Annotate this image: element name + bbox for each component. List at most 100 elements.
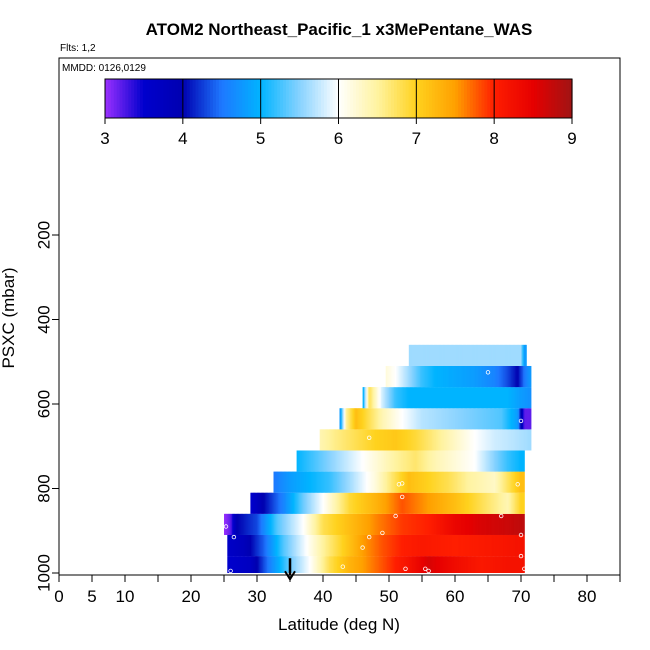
band-cell [464,408,467,430]
band-cell [244,534,247,557]
band-cell [302,471,305,493]
band-cell [390,429,393,451]
band-cell [382,450,384,472]
band-cell [450,492,453,514]
plot-frame [58,57,621,576]
colorbar-swatch [391,79,395,118]
band-cell [515,429,517,451]
band-cell [497,534,500,557]
band-cell [441,365,443,388]
band-cell [414,534,417,557]
band-cell [433,387,436,409]
band-cell [358,450,361,472]
band-cell [416,492,419,514]
band-cell [421,387,424,409]
band-cell [379,492,382,514]
band-cell [526,387,529,409]
colorbar-swatch [528,79,532,118]
band-cell [327,534,330,557]
band-cell [236,556,239,573]
band-cell [365,534,368,557]
band-cell [516,513,519,535]
band-cell [306,556,309,573]
band-cell [403,492,405,514]
band-cell [467,513,470,535]
band-cell [303,450,305,472]
band-cell [494,492,496,514]
band-cell [522,556,525,573]
band-cell [513,429,516,451]
band-cell [453,471,455,493]
band-cell [500,534,503,557]
band-cell [484,513,487,535]
band-cell [525,429,528,451]
band-cell [514,344,517,366]
band-cell [515,450,517,472]
band-cell [386,492,388,514]
band-cell [367,387,370,409]
band-cell [333,450,336,472]
band-cell [525,408,528,430]
band-cell [480,365,483,388]
band-cell [498,344,501,366]
band-cell [251,492,254,514]
band-cell [445,492,448,514]
band-cell [528,408,531,430]
band-cell [376,534,379,557]
band-cell [446,408,449,430]
band-cell [483,513,486,535]
band-cell [252,556,255,573]
band-cell [505,534,508,557]
data-band [408,344,527,366]
band-cell [388,387,391,409]
band-cell [524,429,527,451]
band-cell [286,534,289,557]
band-cell [381,387,383,409]
band-cell [438,471,441,493]
band-cell [401,492,404,514]
band-cell [484,365,487,388]
band-cell [310,513,313,535]
band-cell [274,471,277,493]
colorbar-swatch [154,79,159,118]
band-cell [410,534,413,557]
band-cell [276,471,278,493]
band-cell [446,556,449,573]
band-cell [508,513,511,535]
band-cell [468,492,471,514]
band-cell [325,513,328,535]
band-cell [328,450,331,472]
band-cell [291,471,294,493]
band-cell [413,365,416,388]
band-cell [364,556,367,573]
colorbar-swatch [198,79,202,118]
band-cell [447,344,449,366]
band-cell [288,513,291,535]
band-cell [474,365,476,388]
band-cell [396,492,399,514]
band-cell [489,365,492,388]
band-cell [396,534,399,557]
sample-point [360,545,365,550]
band-cell [358,513,361,535]
band-cell [480,492,483,514]
band-cell [446,429,449,451]
band-cell [367,429,370,451]
band-cell [453,534,455,557]
band-cell [335,556,338,573]
band-cell [407,492,409,514]
band-cell [309,471,311,493]
band-cell [483,450,486,472]
band-cell [392,556,395,573]
band-cell [384,450,387,472]
band-cell [286,556,289,573]
band-cell [452,387,454,409]
band-cell [472,408,475,430]
band-cell [340,534,343,557]
band-cell [237,534,240,557]
sample-point [485,370,491,375]
band-cell [346,556,348,573]
band-cell [488,344,490,366]
band-cell [517,534,520,557]
band-cell [396,450,399,472]
